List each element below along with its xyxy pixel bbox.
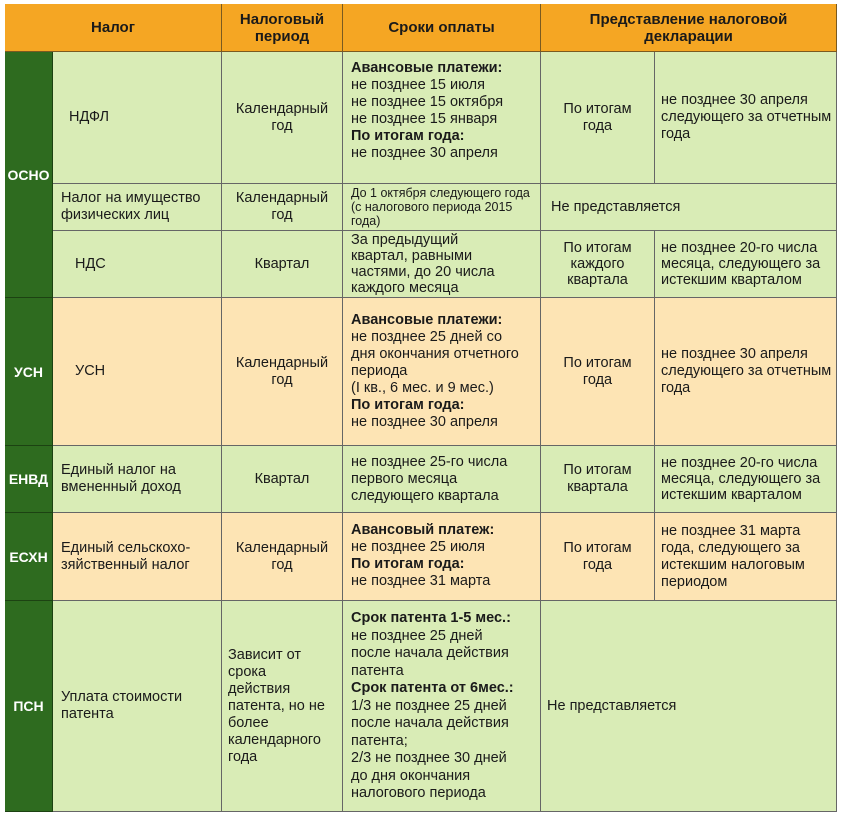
psn-declaration: Не представляется: [541, 601, 837, 812]
envd-period: Квартал: [222, 446, 343, 513]
header-period: Налоговый период: [222, 4, 343, 52]
usn-payment-line: дня окончания отчетного: [351, 346, 519, 362]
nds-decl-when: По итогам каждого квартала: [541, 231, 655, 298]
eshn-decl-deadline: не позднее 31 марта года, следующего за …: [655, 513, 837, 601]
regime-psn: ПСН: [5, 601, 53, 812]
psn-payment-line: после начала действия: [351, 645, 509, 661]
psn-payment-line: Срок патента от 6мес.:: [351, 680, 514, 696]
envd-decl-when: По итогам квартала: [541, 446, 655, 513]
property-payment: До 1 октября следующего года (с налогово…: [343, 184, 541, 231]
ndfl-payment-line: не позднее 15 июля: [351, 77, 485, 93]
envd-decl-deadline: не позднее 20-го числа месяца, следующег…: [655, 446, 837, 513]
psn-period: Зависит от срока действия патента, но не…: [222, 601, 343, 812]
psn-payment-line: не позднее 25 дней: [351, 627, 483, 644]
usn-decl-deadline: не позднее 30 апреля следующего за отчет…: [655, 298, 837, 446]
regime-osno: ОСНО: [5, 52, 53, 298]
usn-payment-line: Авансовые платежи:: [351, 312, 503, 328]
psn-payment-line: патента: [351, 662, 404, 679]
property-period: Календарный год: [222, 184, 343, 231]
eshn-payment: Авансовый платеж: не позднее 25 июля По …: [343, 513, 541, 601]
envd-tax: Единый налог на вмененный доход: [53, 446, 222, 513]
ndfl-payment-line: не позднее 15 октября: [351, 94, 504, 110]
psn-payment-line: патента;: [351, 732, 408, 749]
psn-payment-line: до дня окончания: [351, 767, 471, 784]
ndfl-payment-line: По итогам года:: [351, 128, 465, 144]
usn-payment-line: (I кв., 6 мес. и 9 мес.): [351, 380, 494, 396]
usn-decl-when: По итогам года: [541, 298, 655, 446]
header-payment: Сроки оплаты: [343, 4, 541, 52]
usn-period: Календарный год: [222, 298, 343, 446]
psn-tax: Уплата стоимости патента: [53, 601, 222, 812]
eshn-payment-line: По итогам года:: [351, 556, 465, 572]
regime-eshn: ЕСХН: [5, 513, 53, 601]
psn-payment-line: Срок патента 1-5 мес.:: [351, 610, 511, 626]
ndfl-period: Календарный год: [222, 52, 343, 184]
regime-usn: УСН: [5, 298, 53, 446]
ndfl-decl-deadline: не позднее 30 апреля следующего за отчет…: [655, 52, 837, 184]
regime-envd: ЕНВД: [5, 446, 53, 513]
property-tax: Налог на имущество физических лиц: [53, 184, 222, 231]
usn-tax: УСН: [53, 298, 222, 446]
envd-payment: не позднее 25-го числа первого месяца сл…: [343, 446, 541, 513]
usn-payment: Авансовые платежи: не позднее 25 дней со…: [343, 298, 541, 446]
psn-payment-line: 1/3 не позднее 25 дней: [351, 697, 507, 714]
nds-decl-deadline: не позднее 20-го числа месяца, следующег…: [655, 231, 837, 298]
header-tax: Налог: [5, 4, 222, 52]
eshn-decl-when: По итогам года: [541, 513, 655, 601]
psn-payment: Срок патента 1-5 мес.: не позднее 25 дне…: [343, 601, 541, 812]
psn-payment-line: 2/3 не позднее 30 дней: [351, 750, 507, 766]
nds-tax: НДС: [53, 231, 222, 298]
psn-payment-line: после начала действия: [351, 715, 509, 731]
eshn-period: Календарный год: [222, 513, 343, 601]
ndfl-decl-when: По итогам года: [541, 52, 655, 184]
ndfl-payment-line: не позднее 30 апреля: [351, 145, 498, 161]
usn-payment-line: не позднее 30 апреля: [351, 414, 498, 430]
header-declaration: Представление налоговой декларации: [541, 4, 837, 52]
property-declaration: Не представляется: [541, 184, 837, 231]
nds-period: Квартал: [222, 231, 343, 298]
eshn-payment-line: не позднее 31 марта: [351, 573, 491, 589]
psn-payment-line: налогового периода: [351, 785, 486, 801]
usn-payment-line: По итогам года:: [351, 397, 465, 413]
usn-payment-line: периода: [351, 363, 408, 379]
eshn-payment-line: не позднее 25 июля: [351, 539, 485, 555]
ndfl-payment: Авансовые платежи: не позднее 15 июля не…: [343, 52, 541, 184]
usn-payment-line: не позднее 25 дней со: [351, 329, 503, 345]
eshn-tax: Единый сельскохо-зяйственный налог: [53, 513, 222, 601]
nds-payment: За предыдущий квартал, равными частями, …: [343, 231, 541, 298]
ndfl-tax: НДФЛ: [53, 52, 222, 184]
eshn-payment-line: Авансовый платеж:: [351, 522, 495, 538]
ndfl-payment-line: Авансовые платежи:: [351, 60, 503, 76]
ndfl-payment-line: не позднее 15 января: [351, 111, 498, 127]
